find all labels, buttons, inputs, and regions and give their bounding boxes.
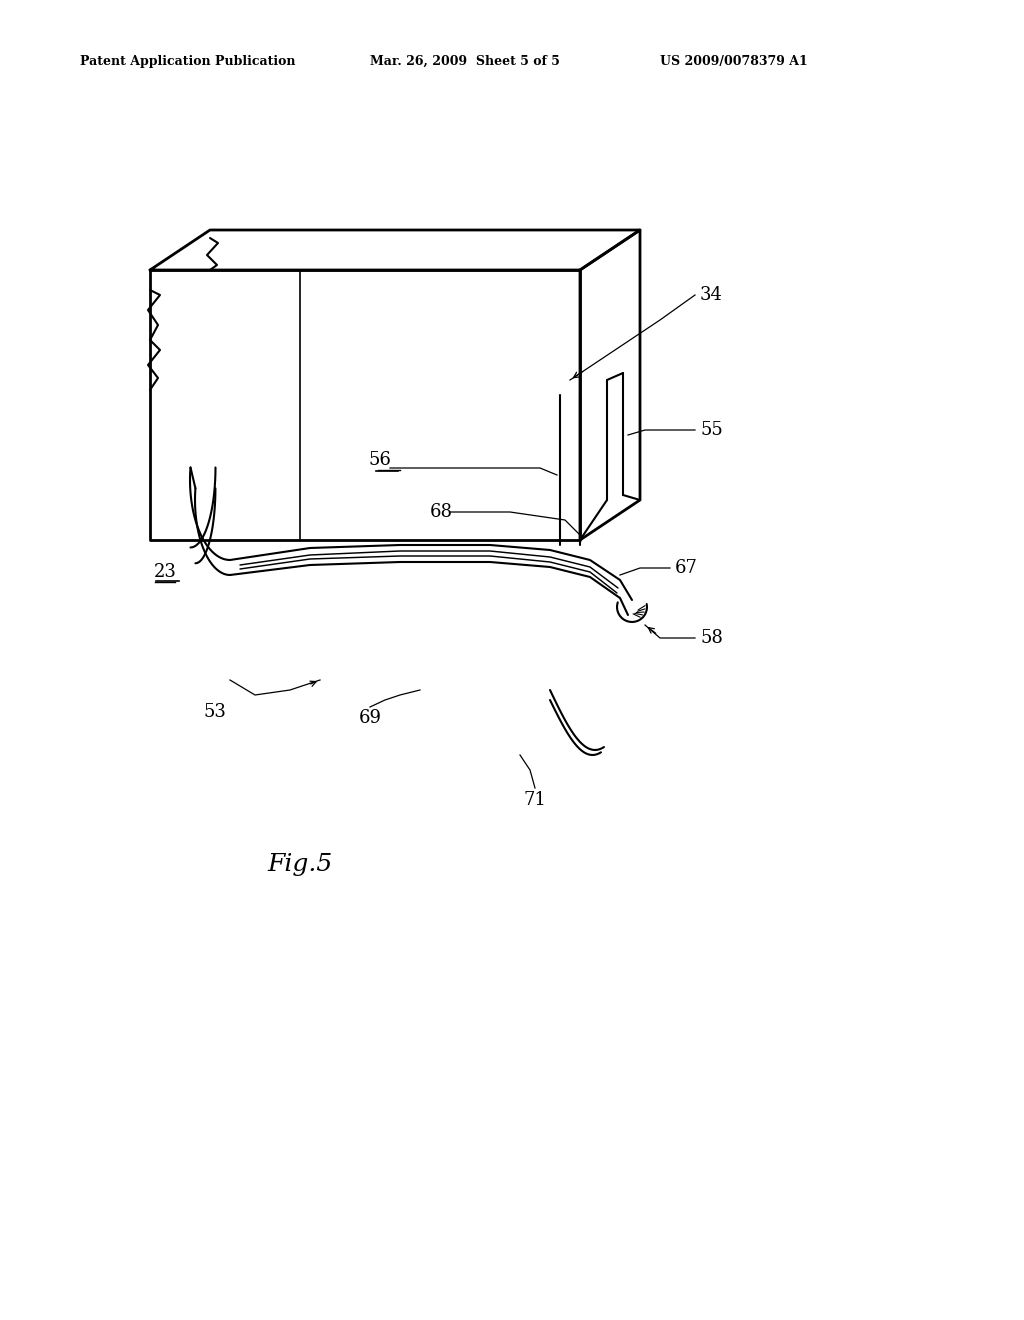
Text: 68: 68 — [430, 503, 453, 521]
Text: 58: 58 — [700, 630, 723, 647]
Text: US 2009/0078379 A1: US 2009/0078379 A1 — [660, 55, 808, 69]
Text: 71: 71 — [523, 791, 547, 809]
Text: 23: 23 — [154, 564, 176, 581]
Text: 55: 55 — [700, 421, 723, 440]
Text: 67: 67 — [675, 558, 698, 577]
Text: 53: 53 — [204, 704, 226, 721]
Text: 34: 34 — [700, 286, 723, 304]
Text: Fig.5: Fig.5 — [267, 854, 333, 876]
Text: Patent Application Publication: Patent Application Publication — [80, 55, 296, 69]
Text: 56: 56 — [369, 451, 391, 469]
Text: Mar. 26, 2009  Sheet 5 of 5: Mar. 26, 2009 Sheet 5 of 5 — [370, 55, 560, 69]
Text: 69: 69 — [358, 709, 382, 727]
